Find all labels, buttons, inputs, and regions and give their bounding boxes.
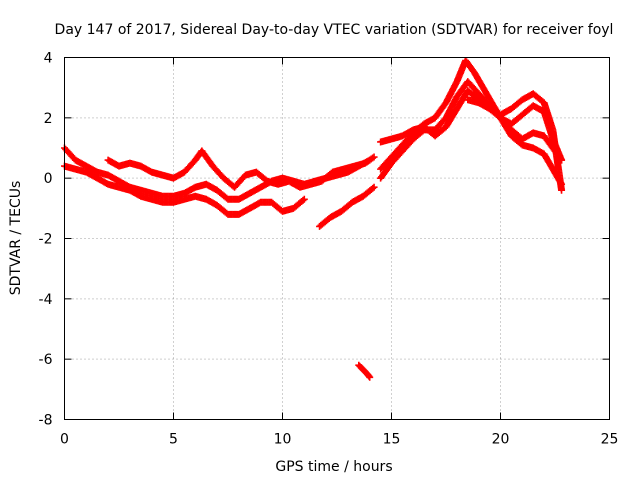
y-tick-label: -8 — [39, 413, 53, 429]
series-track-6 — [355, 361, 374, 381]
y-axis-label: SDTVAR / TECUs — [8, 181, 24, 296]
x-tick-label: 15 — [383, 432, 401, 448]
x-tick-label: 0 — [60, 432, 69, 448]
data-point-marker — [370, 183, 378, 191]
data-point-marker — [366, 373, 374, 381]
y-tick-label: 0 — [44, 171, 53, 187]
y-tick-label: -4 — [39, 292, 53, 308]
data-points — [61, 57, 566, 381]
data-point-marker — [369, 154, 377, 162]
data-point-marker — [558, 186, 566, 194]
data-point-marker — [299, 196, 307, 204]
x-tick-label: 5 — [169, 432, 178, 448]
series-track-3 — [104, 147, 206, 182]
chart-title: Day 147 of 2017, Sidereal Day-to-day VTE… — [55, 22, 614, 38]
series-track-5 — [316, 183, 378, 230]
data-point-marker — [558, 180, 566, 188]
series-track-2 — [61, 162, 308, 218]
x-tick-label: 10 — [274, 432, 292, 448]
x-tick-label: 25 — [601, 432, 619, 448]
x-axis-label: GPS time / hours — [275, 459, 392, 475]
y-tick-label: -2 — [39, 232, 53, 248]
data-point-marker — [300, 195, 308, 203]
x-tick-label: 20 — [492, 432, 510, 448]
y-tick-label: 4 — [44, 51, 53, 67]
series-track-10 — [464, 96, 566, 188]
y-tick-label: -6 — [39, 352, 53, 368]
y-tick-label: 2 — [44, 111, 53, 127]
axis-ticks: 0 5 10 15 20 25 -8 -6 -4 -2 0 2 4 — [39, 51, 619, 448]
series-track-4 — [198, 147, 378, 191]
data-point-marker — [370, 153, 378, 161]
data-point-marker — [369, 184, 377, 192]
series-track-7 — [377, 57, 566, 173]
